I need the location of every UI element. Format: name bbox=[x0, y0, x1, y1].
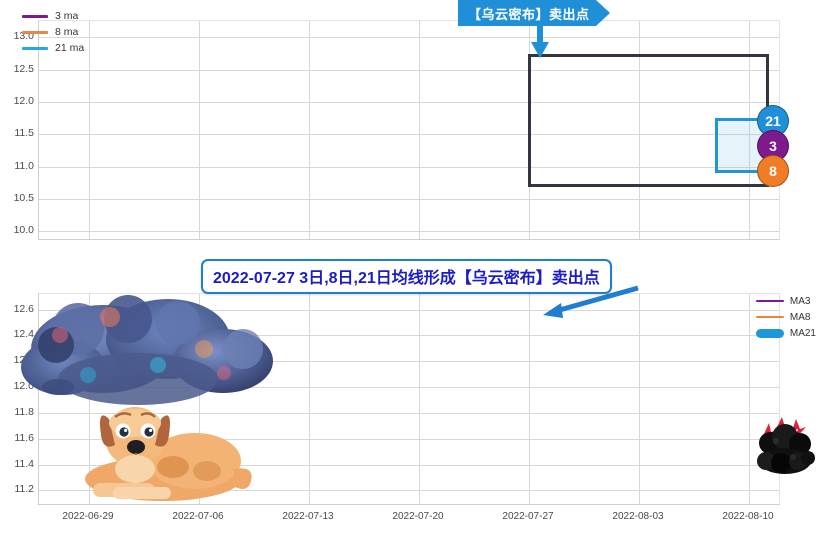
top-chart-panel: 10.0 10.5 11.0 11.5 12.0 12.5 13.0 3 ma 8 ma 21 … bbox=[0, 0, 822, 262]
candlestick-canvas bbox=[38, 20, 780, 240]
y-axis-tick-label: 12.4 bbox=[13, 328, 34, 341]
y-axis-tick-label: 12.0 bbox=[13, 380, 34, 393]
ma-lines-canvas bbox=[38, 293, 780, 505]
y-axis-tick-label: 10.5 bbox=[13, 191, 34, 204]
top-sell-signal-banner: 【乌云密布】卖出点 bbox=[458, 0, 610, 26]
legend-swatch-icon bbox=[755, 315, 784, 319]
legend-label: 8 ma bbox=[55, 26, 79, 38]
y-axis-tick-label: 12.0 bbox=[13, 94, 34, 107]
x-axis-tick-label: 2022-07-27 bbox=[502, 511, 554, 522]
top-chart-legend: 3 ma 8 ma 21 ma bbox=[22, 8, 84, 56]
bottom-x-axis: 2022-06-29 2022-07-06 2022-07-13 2022-07-20… bbox=[38, 507, 780, 527]
x-axis-tick-label: 2022-08-03 bbox=[612, 511, 664, 522]
legend-item-3-ma: 3 ma bbox=[22, 8, 84, 24]
bottom-chart-legend: MA3 MA8 MA21 bbox=[755, 293, 816, 341]
legend-label: 3 ma bbox=[55, 10, 79, 22]
mid-sell-signal-banner: 2022-07-27 3日,8日,21日均线形成【乌云密布】卖出点 bbox=[201, 259, 612, 294]
legend-item-ma8: MA8 bbox=[755, 309, 816, 325]
legend-label: 21 ma bbox=[55, 42, 85, 54]
y-axis-tick-label: 12.5 bbox=[13, 62, 34, 75]
legend-swatch-icon bbox=[22, 46, 48, 50]
x-axis-tick-label: 2022-08-10 bbox=[722, 511, 774, 522]
x-axis-tick-label: 2022-07-20 bbox=[392, 511, 444, 522]
legend-item-21-ma: 21 ma bbox=[22, 40, 84, 56]
y-axis-tick-label: 11.6 bbox=[14, 431, 34, 444]
legend-swatch-icon bbox=[755, 299, 784, 303]
legend-swatch-icon bbox=[755, 328, 784, 338]
bottom-chart-panel: 11.2 11.4 11.6 11.8 12.0 12.2 12.4 12.6 2022-06… bbox=[0, 285, 822, 542]
y-axis-tick-label: 11.2 bbox=[14, 483, 34, 496]
legend-label: MA3 bbox=[789, 295, 811, 307]
y-axis-tick-label: 12.2 bbox=[13, 354, 34, 367]
top-banner-text: 【乌云密布】卖出点 bbox=[458, 0, 596, 26]
legend-item-ma3: MA3 bbox=[755, 293, 816, 309]
y-axis-tick-label: 11.4 bbox=[14, 457, 34, 470]
y-axis-tick-label: 12.6 bbox=[13, 302, 34, 315]
y-axis-tick-label: 11.0 bbox=[14, 159, 34, 172]
badge-ma8: 8 bbox=[757, 155, 789, 187]
legend-swatch-icon bbox=[22, 14, 48, 18]
legend-label: MA8 bbox=[789, 311, 811, 323]
x-axis-tick-label: 2022-06-29 bbox=[62, 511, 114, 522]
legend-item-ma21: MA21 bbox=[755, 325, 816, 341]
y-axis-tick-label: 11.5 bbox=[14, 127, 34, 140]
x-axis-tick-label: 2022-07-06 bbox=[172, 511, 224, 522]
bottom-y-axis: 11.2 11.4 11.6 11.8 12.0 12.2 12.4 12.6 bbox=[0, 293, 34, 505]
y-axis-tick-label: 11.8 bbox=[14, 405, 34, 418]
badge-ma3: 3 bbox=[757, 130, 789, 162]
x-axis-tick-label: 2022-07-13 bbox=[282, 511, 334, 522]
banner-arrow-tip bbox=[595, 0, 610, 26]
y-axis-tick-label: 10.0 bbox=[13, 224, 34, 237]
legend-item-8-ma: 8 ma bbox=[22, 24, 84, 40]
legend-label: MA21 bbox=[789, 327, 816, 339]
legend-swatch-icon bbox=[22, 30, 48, 34]
top-y-axis: 10.0 10.5 11.0 11.5 12.0 12.5 13.0 bbox=[0, 20, 34, 240]
